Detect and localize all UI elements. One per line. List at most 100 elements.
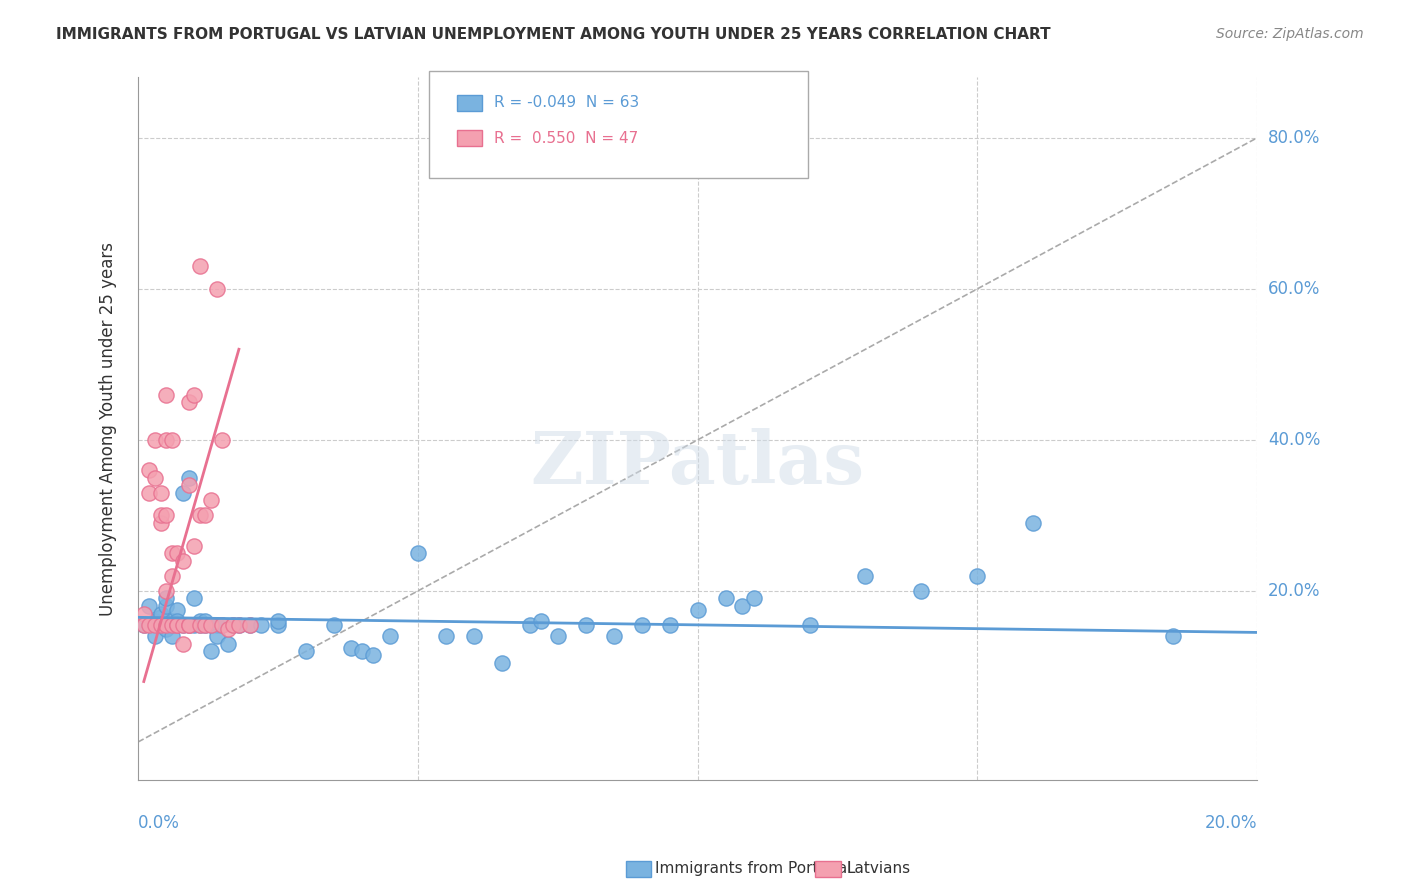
Point (177, 618, 200, 632)
Point (155, 618, 177, 632)
Point (205, 629, 228, 643)
Point (519, 618, 541, 632)
Point (188, 259, 211, 273)
Point (194, 618, 217, 632)
Point (155, 591, 177, 606)
Point (160, 618, 183, 632)
Point (658, 618, 681, 632)
Text: R = -0.049  N = 63: R = -0.049 N = 63 (494, 95, 638, 110)
Point (155, 508, 177, 523)
Point (731, 599, 754, 613)
Point (434, 629, 457, 643)
Point (217, 622, 239, 636)
Point (132, 618, 155, 632)
Point (155, 622, 177, 636)
Point (966, 569, 988, 583)
Point (143, 614, 166, 628)
Point (183, 591, 205, 606)
Point (155, 583, 177, 598)
Point (143, 470, 166, 484)
Point (155, 387, 177, 401)
Point (295, 644, 318, 658)
Point (217, 637, 239, 651)
Point (132, 607, 155, 621)
Point (177, 618, 200, 632)
Point (166, 546, 188, 560)
Point (188, 614, 211, 628)
Point (205, 618, 228, 632)
Point (211, 618, 233, 632)
Point (211, 618, 233, 632)
Point (155, 599, 177, 613)
Point (361, 648, 384, 662)
Point (1161, 629, 1184, 643)
Point (149, 485, 172, 500)
Point (194, 614, 217, 628)
Point (172, 485, 194, 500)
Point (200, 618, 222, 632)
Text: 20.0%: 20.0% (1205, 814, 1257, 832)
Point (239, 618, 262, 632)
Point (530, 614, 553, 628)
Point (172, 637, 194, 651)
Point (149, 610, 172, 624)
Point (222, 618, 245, 632)
Text: 60.0%: 60.0% (1268, 280, 1320, 298)
Point (138, 618, 160, 632)
Point (742, 591, 765, 606)
Point (177, 478, 200, 492)
Point (239, 618, 262, 632)
Point (194, 618, 217, 632)
Point (183, 618, 205, 632)
Point (160, 433, 183, 447)
Point (166, 618, 188, 632)
Point (799, 618, 821, 632)
Point (378, 629, 401, 643)
Point (166, 618, 188, 632)
Point (406, 546, 429, 560)
Point (166, 603, 188, 617)
Point (149, 618, 172, 632)
Point (188, 618, 211, 632)
Text: Immigrants from Portugal: Immigrants from Portugal (655, 862, 852, 876)
Point (138, 599, 160, 613)
Point (160, 569, 183, 583)
Point (323, 618, 346, 632)
Point (228, 618, 250, 632)
Point (160, 629, 183, 643)
Point (686, 603, 709, 617)
Point (910, 583, 932, 598)
Point (143, 629, 166, 643)
Point (177, 395, 200, 409)
Point (1022, 516, 1045, 530)
Point (149, 607, 172, 621)
Point (172, 618, 194, 632)
Text: 40.0%: 40.0% (1268, 431, 1320, 449)
Point (138, 485, 160, 500)
Point (200, 493, 222, 508)
Point (222, 618, 245, 632)
Text: 80.0%: 80.0% (1268, 128, 1320, 147)
Point (172, 554, 194, 568)
Point (149, 508, 172, 523)
Point (463, 629, 485, 643)
Point (228, 618, 250, 632)
Point (350, 644, 373, 658)
Point (491, 656, 513, 670)
Point (194, 508, 217, 523)
Point (143, 618, 166, 632)
Point (603, 629, 626, 643)
Point (183, 387, 205, 401)
Point (200, 618, 222, 632)
Point (132, 618, 155, 632)
Point (575, 618, 598, 632)
Point (149, 516, 172, 530)
Y-axis label: Unemployment Among Youth under 25 years: Unemployment Among Youth under 25 years (100, 242, 117, 615)
Point (177, 470, 200, 484)
Point (200, 644, 222, 658)
Text: R =  0.550  N = 47: R = 0.550 N = 47 (494, 131, 638, 145)
Text: 20.0%: 20.0% (1268, 582, 1320, 600)
Text: ZIPatlas: ZIPatlas (530, 428, 865, 500)
Point (155, 433, 177, 447)
Point (630, 618, 652, 632)
